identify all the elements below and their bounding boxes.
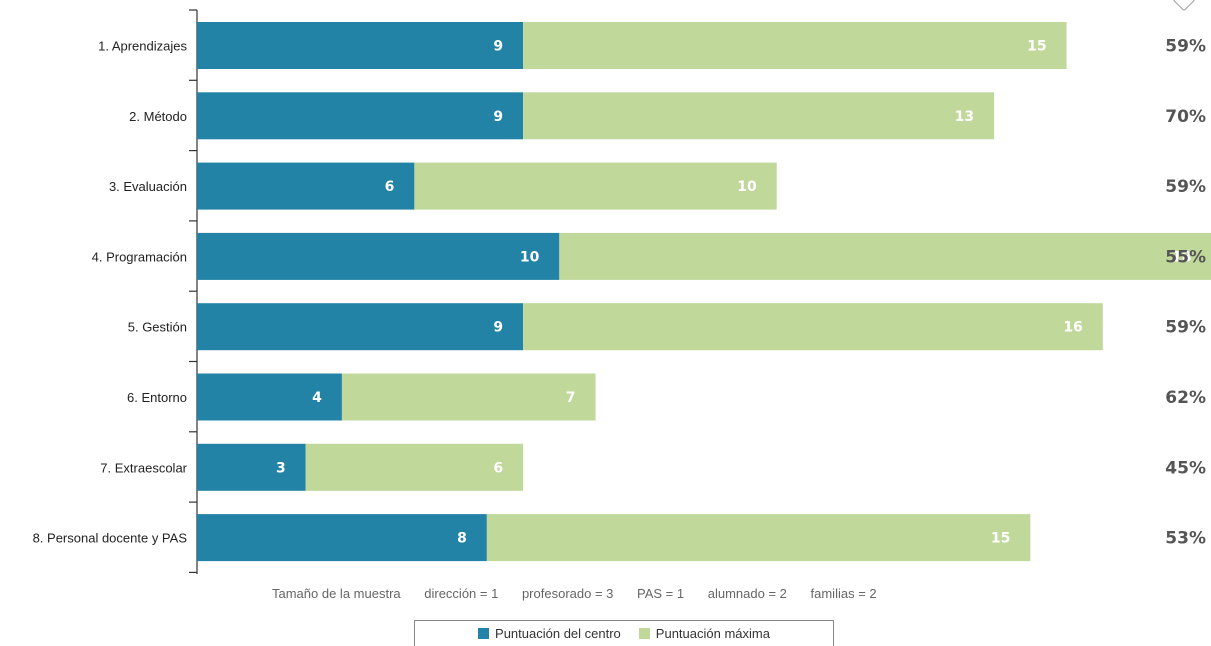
sample-profesorado: profesorado = 3 — [521, 586, 614, 601]
category-label: 2. Método — [129, 109, 187, 124]
percentage-label: 53% — [1165, 529, 1206, 549]
percentage-label: 59% — [1165, 177, 1206, 197]
category-label: 5. Gestión — [128, 320, 187, 335]
data-label-maxima: 15 — [991, 531, 1010, 547]
category-label: 7. Extraescolar — [100, 460, 187, 475]
bar-centro — [197, 514, 487, 562]
data-label-centro: 9 — [493, 39, 503, 55]
bar-centro — [197, 232, 560, 280]
category-label: 6. Entorno — [127, 390, 187, 405]
legend-item-maxima[interactable]: Puntuación máxima — [638, 626, 770, 641]
bar-centro — [197, 303, 524, 351]
category-label: 1. Aprendizajes — [98, 39, 187, 54]
bar-centro — [197, 373, 342, 421]
sample-size-row: Tamaño de la muestra dirección = 1 profe… — [272, 586, 897, 601]
bar-maxima — [341, 373, 596, 421]
bar-maxima — [523, 303, 1103, 351]
data-label-maxima: 18 — [1172, 249, 1191, 265]
category-label: 4. Programación — [92, 249, 187, 264]
bar-maxima — [559, 232, 1211, 280]
sample-alumnado: alumnado = 2 — [707, 586, 787, 601]
data-label-centro: 3 — [276, 460, 286, 476]
bar-centro — [197, 162, 415, 210]
percentage-label: 62% — [1165, 388, 1206, 408]
sample-size-label: Tamaño de la muestra — [272, 586, 401, 601]
data-label-maxima: 13 — [955, 109, 974, 125]
data-label-centro: 9 — [493, 109, 503, 125]
chart-legend: Puntuación del centro Puntuación máxima — [414, 620, 834, 646]
data-label-maxima: 6 — [493, 460, 503, 476]
data-label-maxima: 7 — [566, 390, 576, 406]
legend-label-maxima: Puntuación máxima — [655, 626, 770, 641]
bar-centro — [197, 22, 524, 69]
percentage-label: 55% — [1165, 247, 1206, 267]
bar-maxima — [486, 514, 1031, 562]
bar-maxima — [305, 443, 524, 491]
data-label-centro: 6 — [385, 179, 395, 195]
legend-item-centro[interactable]: Puntuación del centro — [478, 626, 621, 641]
legend-label-centro: Puntuación del centro — [495, 626, 621, 641]
bar-centro — [197, 92, 524, 140]
percentage-label: 70% — [1165, 107, 1206, 127]
data-label-maxima: 10 — [737, 179, 757, 195]
percentage-label: 45% — [1165, 458, 1206, 478]
data-label-maxima: 15 — [1027, 39, 1046, 55]
percentage-label: 59% — [1165, 37, 1206, 57]
bar-maxima — [414, 162, 777, 210]
data-label-centro: 10 — [520, 249, 540, 265]
data-label-centro: 9 — [493, 320, 503, 336]
sample-direccion: dirección = 1 — [424, 586, 499, 601]
percentage-label: 59% — [1165, 318, 1206, 338]
stacked-bar-chart: 1. Aprendizajes 9 15 59% 2. Método 9 13 70% 3. E… — [33, 9, 1211, 574]
legend-swatch-maxima — [638, 628, 650, 639]
data-label-centro: 4 — [312, 390, 322, 406]
data-label-maxima: 16 — [1063, 320, 1082, 336]
bar-maxima — [523, 22, 1067, 69]
category-label: 3. Evaluación — [109, 179, 187, 194]
category-label: 8. Personal docente y PAS — [33, 531, 188, 546]
sample-familias: familias = 2 — [810, 586, 877, 601]
data-label-centro: 8 — [457, 531, 467, 547]
sample-pas: PAS = 1 — [637, 586, 685, 601]
legend-swatch-centro — [478, 628, 490, 639]
bar-centro — [197, 443, 306, 491]
bar-maxima — [523, 92, 995, 140]
